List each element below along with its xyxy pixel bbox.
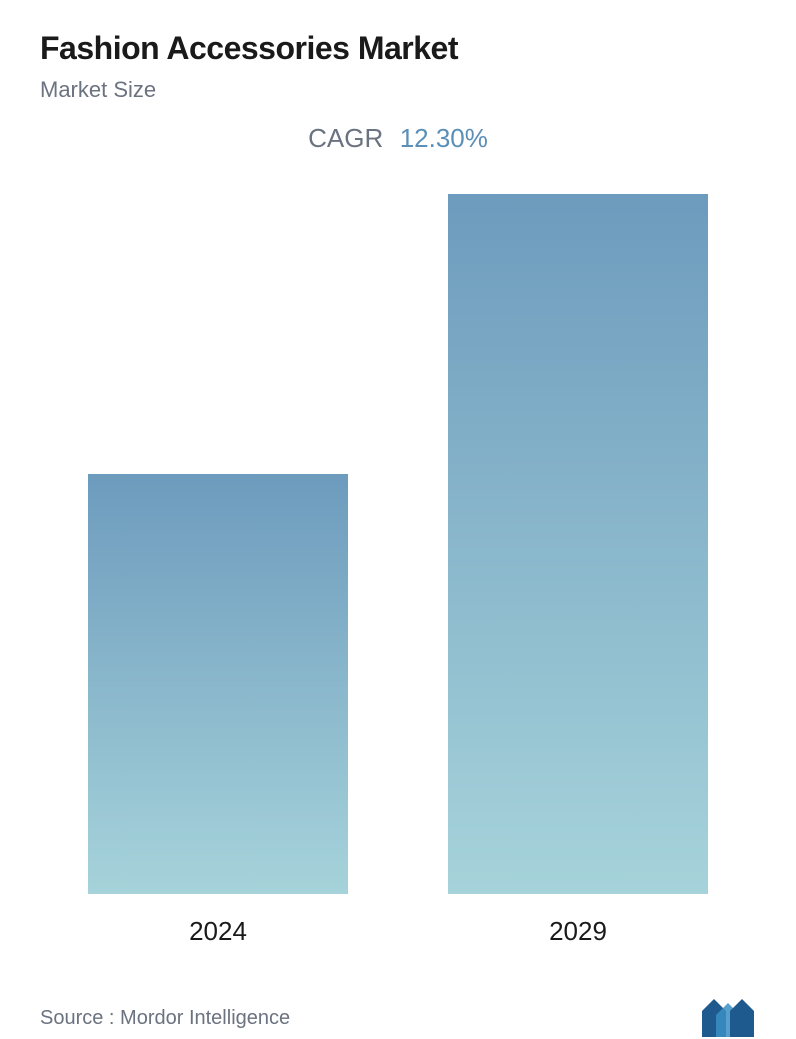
bar-label-1: 2029 xyxy=(549,916,607,947)
bar-group-0: 2024 xyxy=(88,474,348,947)
bar-label-0: 2024 xyxy=(189,916,247,947)
bar-0 xyxy=(88,474,348,894)
cagr-row: CAGR 12.30% xyxy=(40,123,756,154)
chart-title: Fashion Accessories Market xyxy=(40,30,756,67)
chart-subtitle: Market Size xyxy=(40,77,756,103)
chart-container: Fashion Accessories Market Market Size C… xyxy=(0,0,796,1034)
cagr-label: CAGR xyxy=(308,123,383,153)
bar-1 xyxy=(448,194,708,894)
chart-area: 2024 2029 xyxy=(40,194,756,967)
mordor-logo-icon xyxy=(700,997,756,1039)
cagr-value: 12.30% xyxy=(400,123,488,153)
source-text: Source : Mordor Intelligence xyxy=(40,1007,290,1030)
footer: Source : Mordor Intelligence xyxy=(40,977,756,1039)
bar-group-1: 2029 xyxy=(448,194,708,947)
